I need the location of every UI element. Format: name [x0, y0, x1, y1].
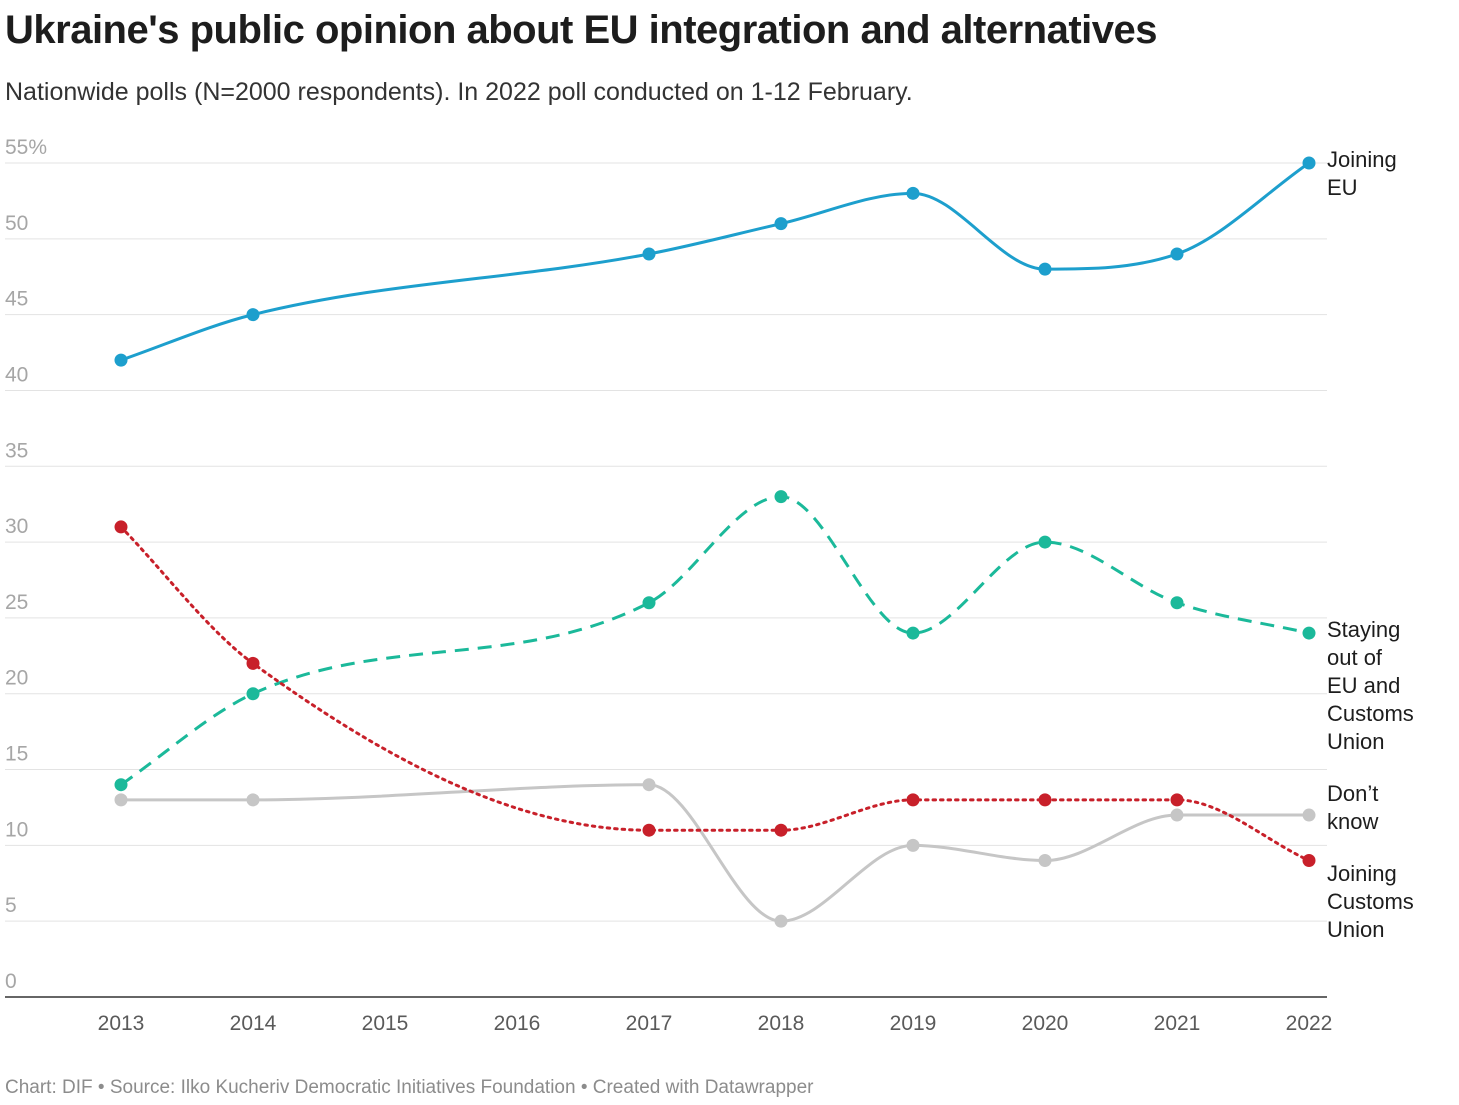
y-tick-label: 55% — [5, 136, 47, 159]
data-point — [906, 838, 920, 852]
data-point — [906, 793, 920, 807]
data-point — [642, 596, 656, 610]
data-point — [906, 626, 920, 640]
series-label-line: Union — [1327, 729, 1384, 754]
chart-footer: Chart: DIF • Source: Ilko Kucheriv Democ… — [5, 1077, 814, 1098]
series-label-line: know — [1327, 809, 1378, 834]
data-point — [642, 778, 656, 792]
y-tick-label: 35 — [5, 439, 28, 462]
data-point — [1170, 247, 1184, 261]
data-point — [774, 217, 788, 231]
x-tick-label: 2014 — [230, 1012, 277, 1035]
x-tick-label: 2019 — [890, 1012, 937, 1035]
y-tick-label: 45 — [5, 288, 28, 311]
series-label-line: Customs — [1327, 701, 1414, 726]
series-label-line: Union — [1327, 917, 1384, 942]
data-point — [1038, 854, 1052, 868]
series-line-joining-eu — [120, 161, 1310, 362]
x-tick-label: 2022 — [1286, 1012, 1333, 1035]
x-axis-ticks: 2013 2014 2015 2016 2017 2018 2019 2020 2021 2022 — [98, 1012, 1333, 1035]
series-label-line: Joining — [1327, 147, 1397, 172]
data-point — [114, 793, 128, 807]
gridlines — [5, 162, 1327, 998]
y-tick-label: 20 — [5, 667, 28, 690]
series-label-joining-eu: Joining EU — [1327, 147, 1397, 200]
series-points — [114, 156, 1316, 928]
data-point — [774, 490, 788, 504]
data-point — [1038, 535, 1052, 549]
y-tick-label: 40 — [5, 363, 28, 386]
data-point — [246, 308, 260, 322]
data-point — [774, 914, 788, 928]
chart-title: Ukraine's public opinion about EU integr… — [5, 8, 1158, 52]
series-label-staying-out-of-eu-and-customs-union: Staying out of EU and Customs Union — [1327, 617, 1414, 754]
x-tick-label: 2018 — [758, 1012, 805, 1035]
series-label-line: Don’t — [1327, 781, 1378, 806]
data-point — [1170, 808, 1184, 822]
data-point — [1038, 262, 1052, 276]
y-tick-label: 25 — [5, 591, 28, 614]
y-tick-label: 5 — [5, 894, 17, 917]
x-tick-label: 2013 — [98, 1012, 145, 1035]
data-point — [246, 793, 260, 807]
data-point — [1170, 596, 1184, 610]
y-axis-ticks: 0 5 10 15 20 25 30 35 40 45 50 55% — [5, 136, 47, 993]
data-point — [1170, 793, 1184, 807]
data-point — [114, 353, 128, 367]
series-label-don-t-know: Don’t know — [1327, 781, 1378, 834]
series-label-line: out of — [1327, 645, 1383, 670]
data-point — [1038, 793, 1052, 807]
series-label-line: EU — [1327, 175, 1358, 200]
data-point — [246, 656, 260, 670]
data-point — [642, 823, 656, 837]
series-label-line: Staying — [1327, 617, 1400, 642]
x-tick-label: 2021 — [1154, 1012, 1201, 1035]
series-line-don-t-know — [121, 783, 1309, 923]
data-point — [642, 247, 656, 261]
data-point — [1302, 854, 1316, 868]
y-tick-label: 10 — [5, 818, 28, 841]
data-point — [774, 823, 788, 837]
y-tick-label: 15 — [5, 743, 28, 766]
chart-subtitle: Nationwide polls (N=2000 respondents). I… — [5, 78, 913, 106]
data-point — [906, 186, 920, 200]
data-point — [1302, 156, 1316, 170]
x-tick-label: 2015 — [362, 1012, 409, 1035]
y-tick-label: 50 — [5, 212, 28, 235]
series-labels: Joining EU Staying out of EU and Customs Union… — [1327, 147, 1414, 942]
x-tick-label: 2020 — [1022, 1012, 1069, 1035]
data-point — [246, 687, 260, 701]
series-label-line: EU and — [1327, 673, 1400, 698]
y-tick-label: 0 — [5, 970, 17, 993]
data-point — [1302, 808, 1316, 822]
data-point — [114, 778, 128, 792]
series-label-line: Customs — [1327, 889, 1414, 914]
y-tick-label: 30 — [5, 515, 28, 538]
series-label-line: Joining — [1327, 861, 1397, 886]
data-point — [114, 520, 128, 534]
x-tick-label: 2016 — [494, 1012, 541, 1035]
series-label-joining-customs-union: Joining Customs Union — [1327, 861, 1414, 942]
x-tick-label: 2017 — [626, 1012, 673, 1035]
data-point — [1302, 626, 1316, 640]
series-line-staying-out-of-eu-and-customs-union — [120, 495, 1310, 786]
